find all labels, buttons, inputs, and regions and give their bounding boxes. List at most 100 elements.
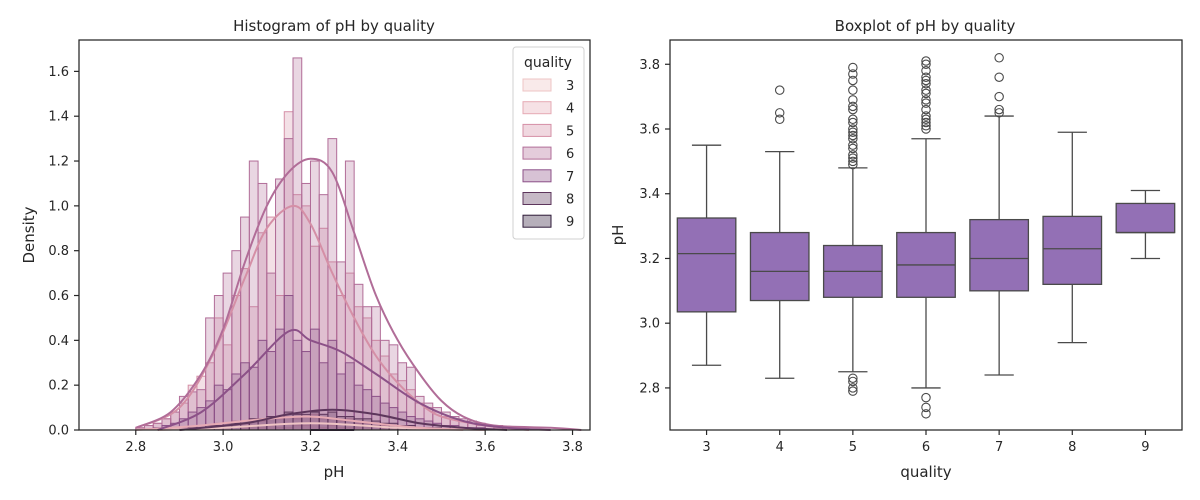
outlier-point <box>921 409 931 419</box>
y-tick-label: 1.4 <box>48 110 69 125</box>
outlier-point <box>848 140 858 150</box>
outlier-point <box>921 65 931 76</box>
kde-line-4 <box>135 415 486 431</box>
hist-bar <box>327 411 338 431</box>
legend-title: quality <box>524 55 572 71</box>
x-tick-label: 3 <box>702 440 710 455</box>
outlier-point <box>921 117 931 128</box>
outlier-point <box>921 124 931 134</box>
legend-box <box>512 46 585 240</box>
kde-line-8 <box>179 408 508 431</box>
outlier-point <box>848 153 858 163</box>
histogram-y-ticks: 0.0 0.2 0.4 0.6 0.8 1.0 1.2 1.4 1.6 <box>48 65 79 439</box>
histogram-title: Histogram of pH by quality <box>233 17 435 35</box>
legend-label-9: 9 <box>566 215 574 230</box>
histogram-x-label: pH <box>324 463 345 481</box>
outlier-point <box>774 108 785 118</box>
outlier-point <box>848 69 858 79</box>
legend-label-3: 3 <box>566 79 574 94</box>
legend-swatch-9 <box>522 214 552 228</box>
outlier-point <box>848 75 858 86</box>
outlier-point <box>921 59 931 70</box>
x-tick-label: 2.8 <box>125 440 146 455</box>
y-tick-label: 0.0 <box>48 424 69 439</box>
box-iqr <box>1042 215 1103 286</box>
boxplot-x-label: quality <box>900 463 951 481</box>
y-tick-label: 3.0 <box>639 317 660 332</box>
boxplot-y-label: pH <box>609 225 627 246</box>
outlier-point <box>774 114 785 125</box>
outlier-point <box>921 85 931 95</box>
outlier-point <box>848 386 858 396</box>
legend-swatch-4 <box>522 101 552 115</box>
outlier-point <box>921 114 931 125</box>
y-tick-label: 0.2 <box>48 379 69 394</box>
outlier-point <box>848 104 858 115</box>
y-tick-label: 0.4 <box>48 334 69 349</box>
outlier-point <box>921 78 931 89</box>
y-tick-label: 3.2 <box>639 252 660 267</box>
histogram-y-label: Density <box>20 206 38 263</box>
outlier-point <box>848 376 858 387</box>
hist-bar <box>283 295 294 431</box>
outlier-point <box>848 124 858 134</box>
x-tick-label: 8 <box>1068 440 1076 455</box>
outlier-point <box>921 75 931 86</box>
box-6 <box>896 56 956 419</box>
hist-bar <box>309 411 320 431</box>
outlier-point <box>848 156 858 167</box>
x-tick-label: 6 <box>922 440 930 455</box>
outlier-point <box>921 72 931 82</box>
box-9 <box>1115 189 1176 260</box>
box-3 <box>676 144 737 366</box>
histogram-frame <box>78 39 591 431</box>
outlier-point <box>921 56 931 66</box>
box-iqr <box>1115 202 1176 234</box>
box-iqr <box>676 217 737 313</box>
outlier-point <box>994 104 1004 115</box>
boxplot-y-ticks: 2.8 3.0 3.2 3.4 3.6 3.8 <box>639 58 670 396</box>
x-tick-label: 3.0 <box>213 440 234 455</box>
legend-label-8: 8 <box>566 193 574 208</box>
y-tick-label: 3.6 <box>639 123 660 138</box>
x-tick-label: 3.2 <box>300 440 321 455</box>
outlier-point <box>994 108 1004 118</box>
y-tick-label: 3.4 <box>639 187 660 202</box>
outlier-point <box>848 95 858 105</box>
x-tick-label: 7 <box>995 440 1003 455</box>
legend-swatch-3 <box>522 78 552 92</box>
box-4 <box>749 85 810 379</box>
outlier-point <box>848 373 858 383</box>
y-tick-label: 1.0 <box>48 199 69 214</box>
legend-label-5: 5 <box>566 124 574 139</box>
outlier-point <box>994 53 1004 63</box>
y-tick-label: 1.2 <box>48 155 69 170</box>
hist-bar <box>362 418 373 431</box>
outlier-point <box>848 150 858 160</box>
histogram-x-ticks: 2.8 3.0 3.2 3.4 3.6 3.8 <box>125 430 583 455</box>
outlier-point <box>921 402 931 413</box>
outlier-point <box>921 121 931 131</box>
kde-line-6 <box>135 157 582 431</box>
x-tick-label: 3.4 <box>387 440 408 455</box>
kde-line-5 <box>135 204 529 431</box>
boxplot-plot-area <box>676 53 1176 419</box>
x-tick-label: 3.6 <box>475 440 496 455</box>
legend-swatch-6 <box>522 146 552 160</box>
outlier-point <box>848 130 858 141</box>
x-tick-label: 5 <box>849 440 857 455</box>
legend-label-7: 7 <box>566 170 574 185</box>
box-iqr <box>749 231 810 302</box>
box-5 <box>822 62 883 396</box>
boxplot-x-ticks: 3 4 5 6 7 8 9 <box>702 430 1150 455</box>
outlier-point <box>994 91 1004 102</box>
x-tick-label: 9 <box>1141 440 1149 455</box>
legend-label-4: 4 <box>566 102 574 117</box>
outlier-point <box>848 127 858 137</box>
outlier-point <box>848 62 858 73</box>
legend-swatch-7 <box>522 169 552 183</box>
outlier-point <box>848 114 858 125</box>
outlier-point <box>921 88 931 99</box>
outlier-point <box>848 383 858 393</box>
